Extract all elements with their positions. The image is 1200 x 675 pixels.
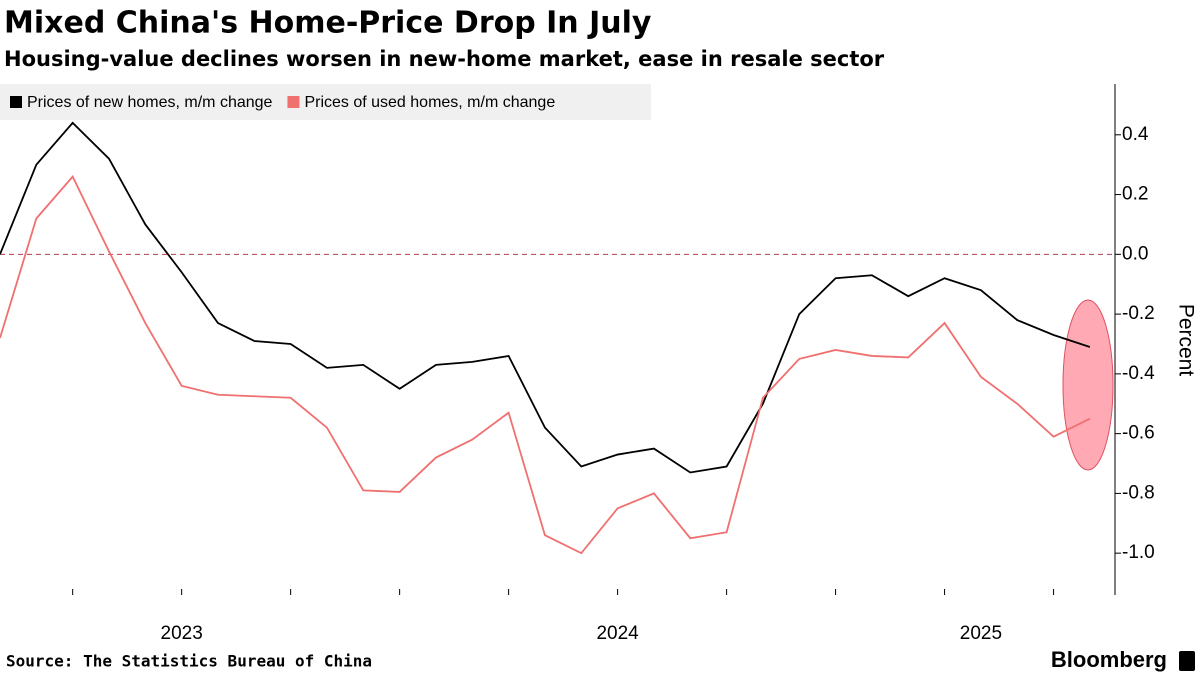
- y-tick-label: -0.2: [1122, 303, 1155, 324]
- legend-swatch: [287, 96, 300, 108]
- legend-label: Prices of new homes, m/m change: [27, 94, 273, 111]
- x-tick-label: 2024: [596, 623, 639, 644]
- y-axis-label: Percent: [1174, 304, 1197, 377]
- chart-title: Mixed China's Home-Price Drop In July: [4, 6, 652, 41]
- chart-subtitle: Housing-value declines worsen in new-hom…: [4, 47, 885, 71]
- brand-icon: [1179, 651, 1195, 671]
- y-tick-label: -0.4: [1122, 363, 1155, 384]
- legend-box: [0, 84, 651, 120]
- source: Source: The Statistics Bureau of China: [6, 652, 372, 671]
- y-tick-label: 0.2: [1122, 184, 1148, 205]
- y-tick-label: -1.0: [1122, 542, 1155, 563]
- highlight-ellipse: [1062, 299, 1114, 471]
- x-tick-label: 2025: [960, 623, 1002, 644]
- brand: Bloomberg: [1051, 647, 1167, 672]
- series-line: [0, 175, 1091, 555]
- y-tick-label: -0.6: [1122, 423, 1155, 444]
- legend-swatch: [10, 96, 22, 108]
- y-tick-label: -0.8: [1122, 482, 1155, 503]
- y-tick-label: 0.4: [1122, 124, 1149, 145]
- x-tick-label: 2023: [161, 623, 203, 644]
- y-tick-label: 0.0: [1122, 243, 1148, 264]
- legend-label: Prices of used homes, m/m change: [304, 94, 555, 111]
- series-line: [0, 121, 1091, 474]
